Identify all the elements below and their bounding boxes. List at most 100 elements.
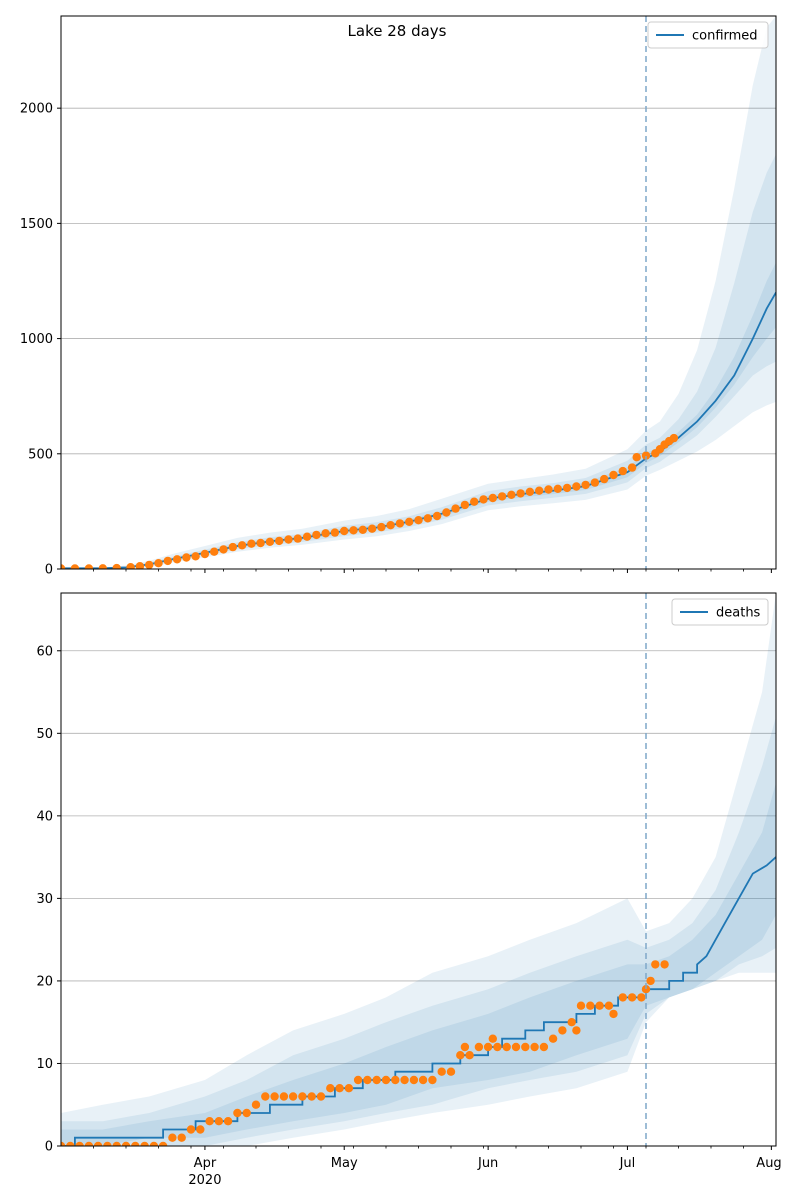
observed-point — [70, 564, 80, 569]
observed-point — [521, 1042, 530, 1052]
y-tick-label: 20 — [36, 974, 53, 989]
observed-point — [442, 508, 451, 517]
observed-point — [121, 1141, 131, 1146]
observed-point — [84, 1141, 94, 1146]
observed-point — [307, 1092, 316, 1101]
observed-point — [391, 1075, 400, 1085]
observed-point — [423, 514, 432, 523]
observed-point — [641, 451, 651, 460]
x-tick-label: Jul — [619, 1156, 636, 1171]
y-tick-label: 0 — [45, 1140, 53, 1155]
observed-point — [61, 564, 66, 569]
observed-point — [145, 560, 154, 569]
observed-point — [98, 564, 107, 569]
observed-point — [386, 521, 395, 530]
observed-point — [609, 1009, 618, 1019]
observed-point — [377, 522, 386, 532]
observed-point — [488, 1034, 497, 1043]
observed-point — [312, 530, 321, 540]
observed-point — [84, 564, 94, 569]
y-tick-label: 1500 — [20, 217, 53, 232]
observed-point — [288, 1092, 298, 1101]
observed-point — [456, 1051, 465, 1060]
observed-point — [618, 466, 627, 476]
observed-point — [460, 500, 470, 510]
observed-point — [353, 1075, 363, 1085]
observed-point — [618, 993, 627, 1002]
observed-point — [535, 486, 544, 495]
observed-point — [395, 519, 405, 528]
observed-point — [465, 1051, 474, 1060]
observed-point — [247, 539, 256, 548]
observed-point — [627, 993, 637, 1002]
observed-point — [321, 529, 330, 538]
observed-point — [437, 1067, 446, 1076]
observed-point — [344, 1084, 354, 1093]
observed-point — [381, 1075, 391, 1085]
model-line — [61, 856, 776, 1146]
observed-point — [237, 541, 247, 550]
observed-point — [609, 470, 618, 480]
observed-point — [572, 482, 581, 491]
observed-point — [335, 1084, 344, 1093]
observed-point — [191, 552, 200, 561]
observed-point — [270, 1092, 279, 1101]
observed-point — [460, 1042, 470, 1052]
observed-point — [641, 985, 651, 994]
plot-area — [61, 593, 776, 1146]
observed-point — [233, 1108, 242, 1118]
observed-point — [405, 517, 414, 526]
y-tick-label: 50 — [36, 727, 53, 742]
y-tick-label: 40 — [36, 809, 53, 824]
observed-point — [651, 960, 660, 969]
confirmed-panel: 0 500 1000 1500 2000 confirmed — [20, 15, 777, 578]
observed-point — [219, 545, 228, 554]
plot-area — [61, 16, 776, 569]
legend-box — [647, 21, 769, 49]
observed-point — [228, 542, 237, 552]
observed-point — [516, 489, 525, 498]
chart-title: Lake 28 days — [348, 22, 447, 40]
confidence-band — [61, 716, 776, 1146]
observed-point — [131, 1141, 140, 1146]
observed-point — [316, 1092, 326, 1101]
observed-point — [135, 562, 145, 569]
observed-point — [572, 1026, 581, 1035]
observed-point — [358, 525, 367, 534]
observed-point — [493, 1042, 502, 1052]
observed-point — [349, 526, 358, 535]
observed-point — [502, 1042, 511, 1052]
observed-point — [340, 526, 349, 536]
observed-point — [530, 1042, 539, 1052]
observed-point — [66, 1141, 75, 1146]
observed-point — [409, 1075, 419, 1085]
y-tick-label: 500 — [28, 447, 53, 462]
observed-point — [140, 1141, 149, 1146]
legend-label: confirmed — [692, 29, 758, 44]
observed-point — [223, 1117, 233, 1126]
observed-point — [590, 478, 600, 487]
observed-point — [525, 487, 535, 496]
observed-point — [75, 1141, 84, 1146]
observed-point — [261, 1092, 270, 1101]
observed-point — [586, 1001, 595, 1010]
observed-point — [548, 1034, 558, 1043]
observed-point — [265, 537, 275, 546]
observed-point — [497, 492, 507, 501]
observed-point — [562, 483, 572, 493]
observed-point — [326, 1084, 335, 1093]
observed-point — [627, 463, 637, 472]
x-tick-label: May — [331, 1156, 358, 1171]
observed-point — [182, 553, 191, 562]
observed-point — [576, 1001, 586, 1010]
observed-point — [214, 1117, 224, 1126]
y-tick-label: 0 — [45, 563, 53, 578]
observed-point — [511, 1042, 521, 1052]
observed-point — [414, 516, 423, 525]
observed-point — [372, 1075, 381, 1085]
confidence-band — [61, 16, 776, 569]
observed-point — [200, 549, 210, 559]
observed-point — [242, 1108, 251, 1118]
observed-point — [553, 484, 562, 493]
observed-point — [61, 1141, 66, 1146]
